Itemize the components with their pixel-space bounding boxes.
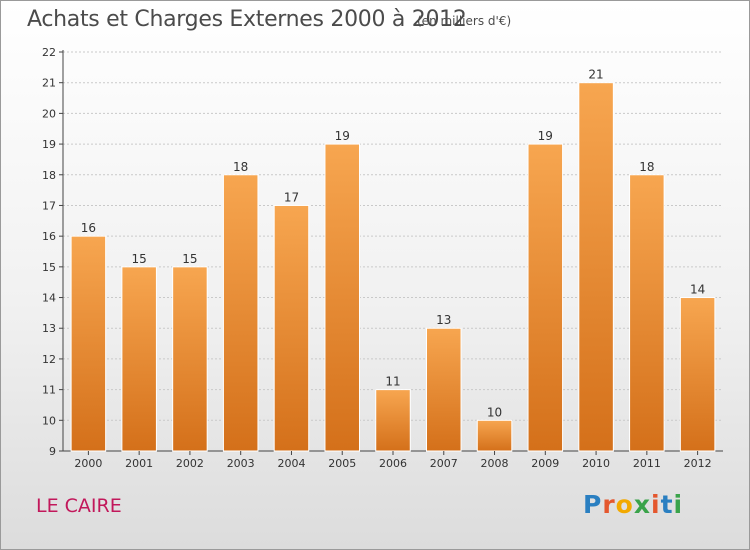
x-tick-label-2008: 2008 [481,457,509,470]
y-tick-label-19: 19 [42,138,56,151]
bar-2002 [172,266,208,452]
x-tick-label-2007: 2007 [430,457,458,470]
y-tick-label-20: 20 [42,107,56,120]
bar-2005 [324,143,360,452]
bar-value-label-2008: 10 [487,405,502,419]
logo-letter-3: x [633,490,651,519]
proxiti-logo[interactable]: Proxiti [583,490,683,519]
bar-value-label-2000: 16 [81,221,96,235]
bar-value-label-2005: 19 [335,129,350,143]
x-tick-label-2001: 2001 [125,457,153,470]
bar-2001 [121,266,157,452]
bar-value-label-2010: 21 [588,68,603,82]
bar-2004 [273,204,310,452]
x-tick-label-2009: 2009 [531,457,559,470]
x-tick-label-2004: 2004 [277,457,305,470]
logo-letter-0: P [583,490,603,519]
y-tick-label-16: 16 [42,230,56,243]
bar-value-label-2004: 17 [284,190,299,204]
y-tick-label-17: 17 [42,199,56,212]
y-tick-label-18: 18 [42,169,56,182]
bar-value-label-2012: 14 [690,283,705,297]
x-tick-label-2005: 2005 [328,457,356,470]
y-tick-label-11: 11 [42,384,56,397]
x-axis: 2000 2001 2002 2003 2004 2005 2006 2007 2008 2009… [74,451,712,470]
bar-2000 [70,235,107,452]
x-tick-label-2003: 2003 [227,457,255,470]
bar-value-label-2002: 15 [182,252,197,266]
bar-2009 [527,143,564,452]
logo-letter-6: i [673,490,684,519]
bar-value-label-2006: 11 [385,375,400,389]
logo-letter-5: t [660,490,674,519]
chart-subtitle: (en milliers d'€) [417,14,512,28]
bar-2003 [222,174,259,452]
bars: 16 15 15 18 17 19 11 13 10 19 21 18 14 [70,68,716,452]
bar-2008 [476,419,513,452]
x-tick-label-2012: 2012 [684,457,712,470]
bar-value-label-2007: 13 [436,313,451,327]
bar-2010 [578,82,614,452]
y-tick-label-22: 22 [42,46,56,59]
bar-value-label-2003: 18 [233,160,248,174]
bar-value-label-2011: 18 [639,160,654,174]
bar-value-label-2001: 15 [132,252,147,266]
logo-letter-2: o [615,490,634,519]
bar-2011 [629,174,665,452]
bar-value-label-2009: 19 [538,129,553,143]
bar-2007 [426,327,462,452]
y-tick-label-14: 14 [42,292,56,305]
y-tick-label-15: 15 [42,261,56,274]
x-tick-label-2006: 2006 [379,457,407,470]
y-tick-label-9: 9 [49,445,56,458]
x-tick-label-2011: 2011 [633,457,661,470]
logo-letter-1: r [602,490,616,519]
town-name: LE CAIRE [36,495,122,517]
logo-letter-4: i [651,490,661,519]
chart-title: Achats et Charges Externes 2000 à 2012 [27,7,467,32]
y-tick-label-21: 21 [42,77,56,90]
y-tick-label-10: 10 [42,414,56,427]
x-tick-label-2010: 2010 [582,457,610,470]
x-tick-label-2000: 2000 [74,457,102,470]
bar-2006 [375,389,411,452]
x-tick-label-2002: 2002 [176,457,204,470]
bar-2012 [679,297,716,452]
y-tick-label-12: 12 [42,353,56,366]
y-tick-label-13: 13 [42,322,56,335]
